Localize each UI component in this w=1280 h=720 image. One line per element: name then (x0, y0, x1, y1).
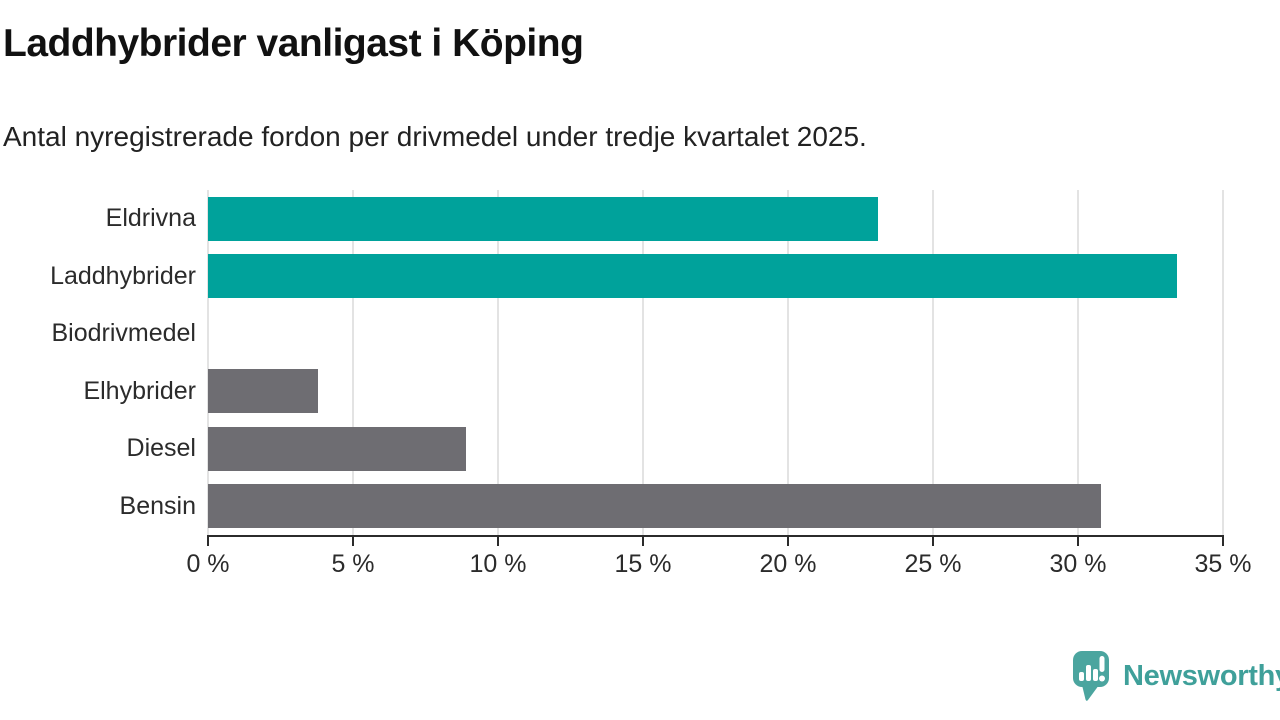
category-label-diesel: Diesel (126, 434, 196, 463)
bar-bensin (208, 484, 1102, 529)
bar-eldrivna (208, 196, 878, 241)
gridline (497, 190, 499, 535)
bar-diesel (208, 426, 467, 471)
x-tick-mark (1222, 535, 1224, 546)
x-tick-mark (352, 535, 354, 546)
x-tick-label: 20 % (759, 550, 817, 578)
category-label-eldrivna: Eldrivna (105, 204, 196, 233)
category-label-biodrivmedel: Biodrivmedel (51, 319, 196, 348)
category-label-laddhybrider: Laddhybrider (50, 261, 196, 290)
chart-title: Laddhybrider vanligast i Köping (3, 22, 584, 65)
x-tick-mark (1077, 535, 1079, 546)
x-tick-label: 35 % (1194, 550, 1252, 578)
x-tick-mark (207, 535, 209, 546)
gridline (352, 190, 354, 535)
gridline (1077, 190, 1079, 535)
x-tick-mark (787, 535, 789, 546)
x-tick-label: 5 % (331, 550, 375, 578)
chart-subtitle: Antal nyregistrerade fordon per drivmede… (3, 121, 867, 152)
x-tick-label: 30 % (1049, 550, 1107, 578)
gridline (642, 190, 644, 535)
newsworthy-logo-link[interactable]: Newsworthy (1070, 649, 1280, 704)
newsworthy-icon (1073, 651, 1109, 701)
gridline (787, 190, 789, 535)
plot-area (207, 190, 1224, 535)
x-tick-mark (932, 535, 934, 546)
gridline (932, 190, 934, 535)
category-label-bensin: Bensin (119, 491, 196, 520)
x-tick-label: 10 % (469, 550, 527, 578)
x-tick-label: 0 % (186, 550, 230, 578)
x-axis-line (207, 535, 1224, 537)
newsworthy-wordmark: Newsworthy (1123, 660, 1280, 692)
gridline (1222, 190, 1224, 535)
category-label-elhybrider: Elhybrider (83, 376, 196, 405)
bar-laddhybrider (208, 254, 1177, 299)
x-tick-label: 25 % (904, 550, 962, 578)
bar-elhybrider (208, 369, 319, 414)
x-tick-mark (497, 535, 499, 546)
gridline (207, 190, 209, 535)
x-tick-mark (642, 535, 644, 546)
x-tick-label: 15 % (614, 550, 672, 578)
